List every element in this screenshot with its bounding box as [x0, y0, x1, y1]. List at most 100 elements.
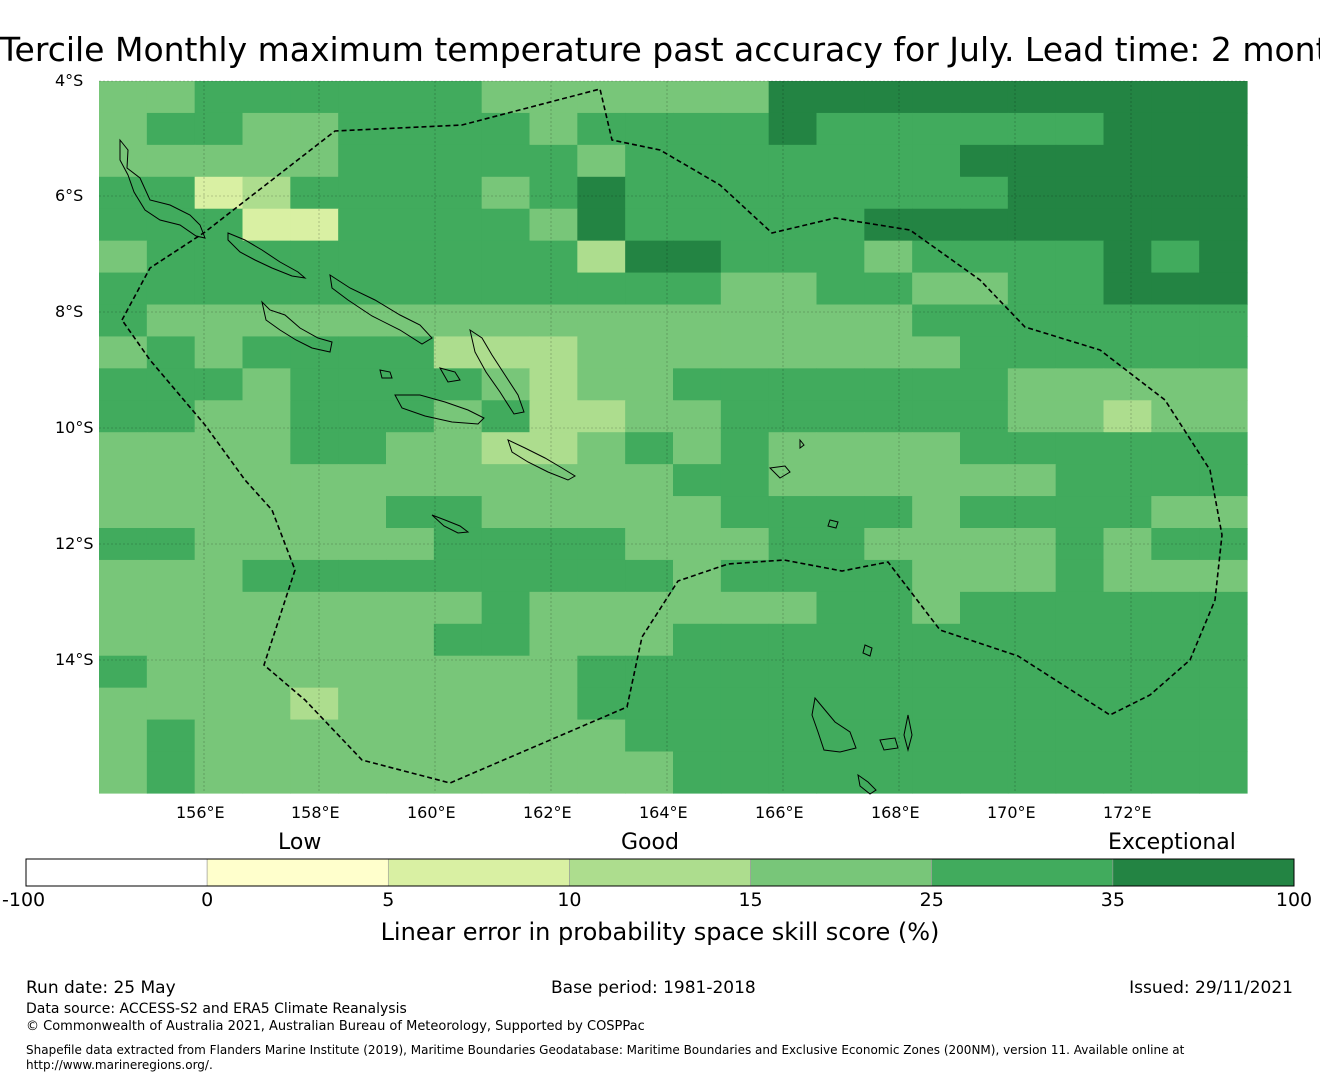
- grid-cell: [146, 81, 196, 114]
- grid-cell: [99, 655, 148, 689]
- grid-cell: [912, 432, 961, 465]
- grid-cell: [146, 400, 196, 433]
- grid-cell: [673, 240, 722, 274]
- grid-cell: [99, 496, 148, 529]
- grid-cell: [816, 272, 865, 306]
- grid-cell: [481, 527, 531, 561]
- colorbar-title: Linear error in probability space skill …: [380, 918, 940, 946]
- grid-cell: [242, 496, 291, 529]
- grid-cell: [625, 336, 674, 369]
- grid-cell: [816, 240, 865, 274]
- grid-cell: [1151, 304, 1200, 338]
- grid-cell: [290, 751, 339, 794]
- grid-cell: [864, 655, 913, 689]
- grid-cell: [673, 336, 722, 369]
- santa-isabel: [329, 273, 433, 345]
- grid-cell: [146, 272, 196, 306]
- longitude-label: 170°E: [987, 803, 1036, 822]
- grid-cell: [338, 655, 387, 689]
- grid-cell: [816, 144, 865, 178]
- grid-cell: [1151, 272, 1200, 306]
- grid-cell: [529, 432, 578, 465]
- run-date: Run date: 25 May: [26, 978, 176, 998]
- grid-cell: [912, 751, 961, 794]
- grid-cell: [816, 368, 865, 401]
- grid-cell: [1199, 368, 1248, 401]
- grid-cell: [1007, 527, 1057, 561]
- grid-cell: [338, 400, 387, 433]
- grid-cell: [1055, 559, 1105, 593]
- grid-cell: [960, 751, 1009, 794]
- grid-cell: [960, 112, 1009, 146]
- grid-cell: [673, 655, 722, 689]
- grid-cell: [290, 591, 339, 625]
- grid-cell: [146, 559, 196, 593]
- grid-cell: [864, 623, 913, 657]
- grid-cell: [1199, 623, 1248, 657]
- colorbar-segment: [750, 858, 933, 887]
- grid-cell: [290, 623, 339, 657]
- grid-cell: [625, 496, 674, 529]
- grid-cell: [529, 336, 578, 369]
- data-source: Data source: ACCESS-S2 and ERA5 Climate …: [26, 1001, 407, 1017]
- grid-cell: [99, 112, 148, 146]
- grid-cell: [768, 496, 818, 529]
- grid-cell: [481, 304, 531, 338]
- grid-cell: [1103, 527, 1152, 561]
- grid-cell: [338, 368, 387, 401]
- grid-cell: [1103, 559, 1152, 593]
- grid-cell: [960, 336, 1009, 369]
- grid-cell: [1151, 527, 1200, 561]
- grid-cell: [768, 81, 818, 114]
- grid-cell: [673, 368, 722, 401]
- grid-cell: [146, 432, 196, 465]
- choiseul-island: [227, 232, 307, 279]
- grid-cell: [864, 208, 913, 242]
- grid-cell: [529, 304, 578, 338]
- grid-cell: [194, 81, 244, 114]
- grid-cell: [99, 591, 148, 625]
- grid-cell: [720, 623, 770, 657]
- grid-cell: [1007, 144, 1057, 178]
- grid-cell: [864, 144, 913, 178]
- grid-cell: [242, 432, 291, 465]
- grid-cell: [1199, 336, 1248, 369]
- longitude-label: 166°E: [755, 803, 804, 822]
- latitude-label: 6°S: [55, 186, 84, 205]
- grid-cell: [720, 112, 770, 146]
- grid-cell: [1007, 112, 1057, 146]
- grid-cell: [481, 81, 531, 114]
- grid-cell: [1103, 336, 1152, 369]
- grid-cell: [960, 527, 1009, 561]
- grid-cell: [577, 687, 626, 721]
- grid-cell: [386, 496, 435, 529]
- grid-cell: [673, 400, 722, 433]
- grid-cell: [1103, 240, 1152, 274]
- grid-cell: [194, 527, 244, 561]
- grid-cell: [720, 400, 770, 433]
- grid-cell: [1007, 176, 1057, 210]
- base-period: Base period: 1981-2018: [551, 978, 756, 998]
- grid-cell: [290, 176, 339, 210]
- colorbar-segment: [206, 858, 389, 887]
- grid-cell: [481, 464, 531, 497]
- grid-cell: [146, 527, 196, 561]
- coastlines: [119, 138, 913, 795]
- shapefile-credit: Shapefile data extracted from Flanders M…: [26, 1043, 1185, 1057]
- grid-cell: [529, 591, 578, 625]
- grid-cell: [529, 144, 578, 178]
- rennell: [431, 514, 470, 534]
- longitude-label: 160°E: [407, 803, 456, 822]
- grid-cell: [194, 623, 244, 657]
- colorbar-segment: [387, 858, 570, 887]
- grid-cell: [242, 336, 291, 369]
- grid-cell: [146, 368, 196, 401]
- grid-cell: [720, 240, 770, 274]
- grid-cell: [1151, 240, 1200, 274]
- grid-cell: [242, 368, 291, 401]
- grid-cell: [290, 559, 339, 593]
- graticule: [99, 80, 1247, 793]
- grid-cell: [1199, 208, 1248, 242]
- longitude-label: 158°E: [291, 803, 340, 822]
- grid-cell: [912, 464, 961, 497]
